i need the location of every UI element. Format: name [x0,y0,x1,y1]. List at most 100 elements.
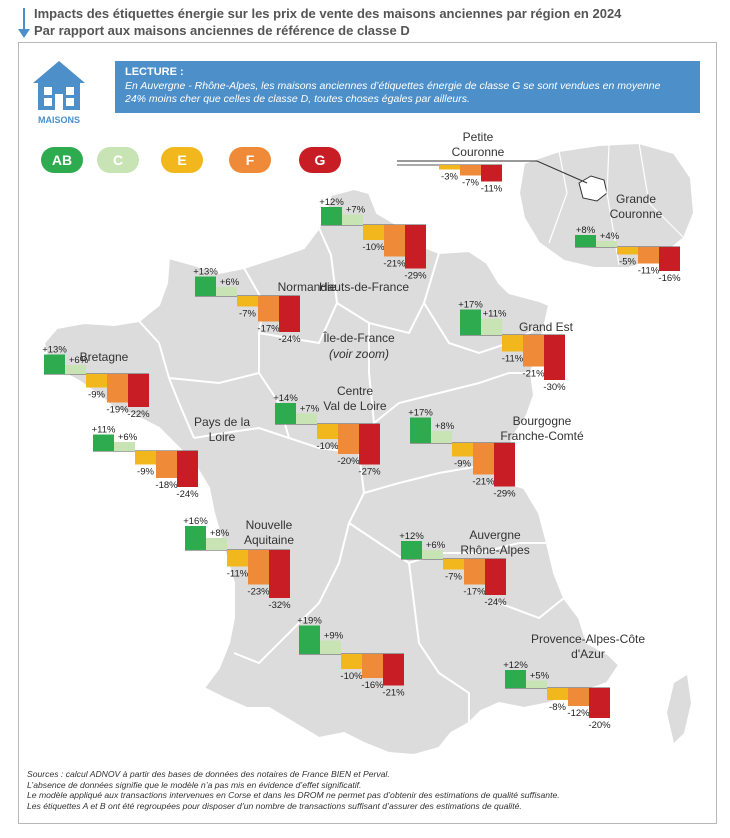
region-name: Pays de la [194,415,250,429]
bar-c [342,214,363,225]
bar-f [473,443,494,475]
value-label: -3% [441,172,458,183]
value-label: +6% [118,432,138,443]
bar-e [443,559,464,570]
value-label: +16% [183,516,208,527]
legend-pill-g: G [299,147,341,173]
region-name: Hauts-de-France [319,280,409,294]
house-badge: MAISONS [29,57,89,127]
bar-e [502,335,523,352]
region-name: Grand Est [519,320,574,334]
value-label: +8% [210,528,230,539]
value-label: -27% [358,467,381,478]
house-label: MAISONS [37,115,80,125]
value-label: +7% [300,404,320,415]
value-label: -11% [481,184,503,195]
bar-g [383,654,404,686]
region-chart-occitanie: Occitanie+19%+9%-10%-16%-21% [297,616,405,699]
bar-e [317,424,338,439]
sources-line-2: L’absence de données signifie que le mod… [27,779,362,790]
legend-pill-c: C [97,147,139,173]
bar-c [114,442,135,451]
bar-e [135,451,156,465]
value-label: -20% [337,456,360,467]
bar-ab [321,207,342,225]
value-label: -7% [239,309,256,320]
value-label: -12% [567,708,590,719]
value-label: -9% [88,390,105,401]
bar-ab [410,417,431,443]
corse [667,675,691,743]
chart-subtitle: Par rapport aux maisons anciennes de réf… [34,23,410,38]
bar-g [485,559,506,595]
bar-g [589,688,610,718]
bar-ab [460,309,481,335]
value-label: -22% [127,409,150,420]
bar-c [65,365,86,374]
value-label: -23% [247,587,270,598]
bar-g [128,374,149,407]
value-label: -18% [155,480,178,491]
value-label: -10% [340,671,363,682]
bar-e [86,374,107,388]
sources: Sources : calcul ADNOV à partir des base… [27,769,707,811]
bar-e [227,550,248,567]
bar-c [526,680,547,688]
value-label: +12% [503,660,528,671]
value-label: -10% [362,242,385,253]
chart-frame: MAISONS LECTURE : En Auvergne - Rhône-Al… [18,42,717,824]
region-name: Petite [463,130,494,144]
value-label: +17% [458,300,483,311]
bar-f [338,424,359,454]
bar-f [464,559,485,585]
bar-ab [195,276,216,296]
value-label: +6% [220,277,240,288]
value-label: +4% [600,231,620,242]
bar-f [248,550,269,585]
value-label: +12% [319,197,344,208]
bar-c [320,640,341,654]
value-label: -17% [257,324,280,335]
region-name: Nouvelle [246,518,293,532]
value-label: -10% [316,441,339,452]
region-name: Bourgogne [513,414,572,428]
bar-f [523,335,544,367]
value-label: -21% [382,688,405,699]
value-label: -9% [137,467,154,478]
bar-f [638,247,659,264]
value-label: +7% [346,205,366,216]
bar-c [422,550,443,559]
bar-f [258,296,279,322]
bar-g [359,424,380,465]
value-label: -16% [658,273,681,284]
value-label: +8% [576,225,596,236]
value-label: +5% [530,671,550,682]
bar-f [362,654,383,678]
value-label: -21% [472,477,495,488]
bar-g [481,165,502,182]
bar-g [405,225,426,269]
bar-g [279,296,300,332]
region-chart-hauts-de-france: Hauts-de-France +12%+7% -10% -21%-29% [319,197,427,294]
value-label: -19% [106,405,129,416]
reading-heading: LECTURE : [125,66,184,78]
region-name: Bretagne [80,350,129,364]
bar-c [296,413,317,424]
value-label: -11% [502,354,524,365]
bar-ab [299,625,320,654]
region-name: Centre [337,384,373,398]
house-icon [33,61,85,110]
bar-e [439,165,460,170]
value-label: -9% [454,459,471,470]
value-label: -32% [268,600,291,611]
value-label: -30% [543,382,566,393]
bar-g [659,247,680,271]
bar-f [568,688,589,706]
value-label: +9% [324,631,344,642]
idf-label-line1: Île-de-France [322,330,395,345]
bar-f [384,225,405,257]
reading-box: LECTURE : En Auvergne - Rhône-Alpes, les… [115,61,700,113]
